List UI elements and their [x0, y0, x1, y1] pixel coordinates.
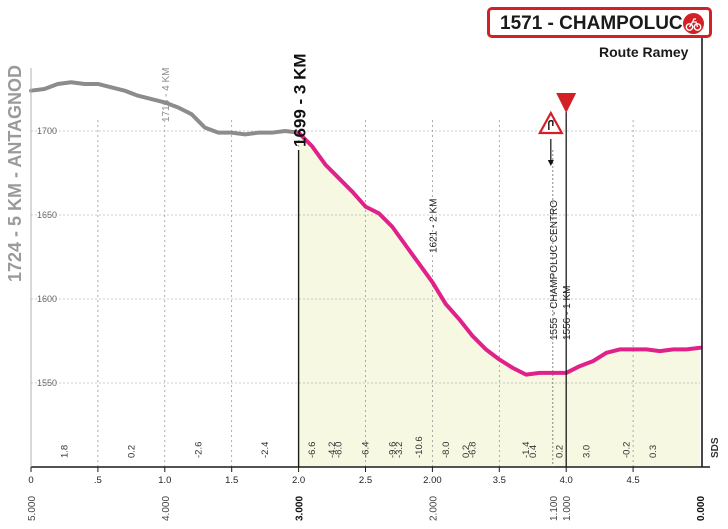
x-tick-label: 0	[28, 475, 33, 486]
x-tick-label: 1.0	[158, 475, 171, 486]
gradient-label: -3.2	[394, 442, 405, 458]
sds-label: SDS	[710, 437, 721, 458]
gradient-label: 3.0	[581, 445, 592, 458]
x-tick-label: 3.5	[493, 475, 506, 486]
gradient-label: -8.0	[334, 442, 345, 458]
warning-pointer-arrowhead	[547, 160, 554, 166]
profile-line-flat	[29, 80, 301, 137]
km2-label: 1621 - 2 KM	[428, 199, 439, 253]
gradient-label: 0.2	[461, 445, 472, 458]
gradient-label: 0.2	[126, 445, 137, 458]
km3-label: 1699 - 3 KM	[291, 53, 310, 147]
km-to-go-label: 5.000	[27, 496, 38, 521]
gradient-label: -10.6	[414, 436, 425, 458]
km4-label: 1716 - 4 KM	[161, 68, 172, 122]
y-tick-label: 1650	[37, 210, 57, 220]
curve-warning-icon	[537, 110, 564, 135]
profile-line-descent	[296, 130, 702, 377]
x-tick-label: 4.0	[560, 475, 573, 486]
x-tick-label: .5	[94, 475, 102, 486]
gradient-label: -6.6	[307, 442, 318, 458]
descent-area-fill	[298, 132, 700, 467]
gradient-label: -6.4	[361, 442, 372, 458]
gradient-label: -2.4	[260, 442, 271, 458]
gradient-label: -1.4	[521, 442, 532, 458]
gradient-label: 0.3	[648, 445, 659, 458]
gradient-label: 1.8	[59, 445, 70, 458]
start-label: 1724 - 5 KM - ANTAGNOD	[5, 65, 25, 282]
finish-label-box: 1571 - CHAMPOLUC	[487, 7, 712, 38]
x-tick-label: 1.5	[225, 475, 238, 486]
curve-arrow-icon	[548, 120, 554, 130]
gradient-label: -9.6	[387, 442, 398, 458]
x-tick-label: 4.5	[626, 475, 639, 486]
bike-finish-icon	[683, 13, 704, 34]
y-tick-label: 1600	[37, 294, 57, 304]
km-to-go-label: 1.000	[562, 496, 573, 521]
km1-label: 1556 - 1 KM	[562, 286, 573, 340]
x-tick-label: 2.0	[292, 475, 305, 486]
km-to-go-label: 1.100	[549, 496, 560, 521]
gradient-label: -6.8	[468, 442, 479, 458]
km-to-go-label: 3.000	[295, 496, 306, 521]
km-to-go-label: 2.000	[428, 496, 439, 521]
km-to-go-label: 4.000	[161, 496, 172, 521]
y-tick-label: 1550	[37, 378, 57, 388]
last-km-flag-icon	[556, 93, 577, 113]
gradient-label: -0.2	[621, 442, 632, 458]
x-tick-label: 2.00	[423, 475, 442, 486]
gradient-label: -8.0	[441, 442, 452, 458]
gradient-label: 0.2	[555, 445, 566, 458]
km-to-go-label: 0.000	[696, 496, 707, 521]
gradient-label: -4.2	[327, 442, 338, 458]
x-tick-label: 2.5	[359, 475, 372, 486]
gradient-label: 0.4	[528, 445, 539, 458]
subtitle: Route Ramey	[599, 44, 689, 60]
gradient-label: -2.6	[193, 442, 204, 458]
finish-label: 1571 - CHAMPOLUC	[500, 13, 683, 34]
centro-label: 1555 - CHAMPOLUC CENTRO	[549, 200, 560, 340]
y-tick-label: 1700	[37, 126, 57, 136]
